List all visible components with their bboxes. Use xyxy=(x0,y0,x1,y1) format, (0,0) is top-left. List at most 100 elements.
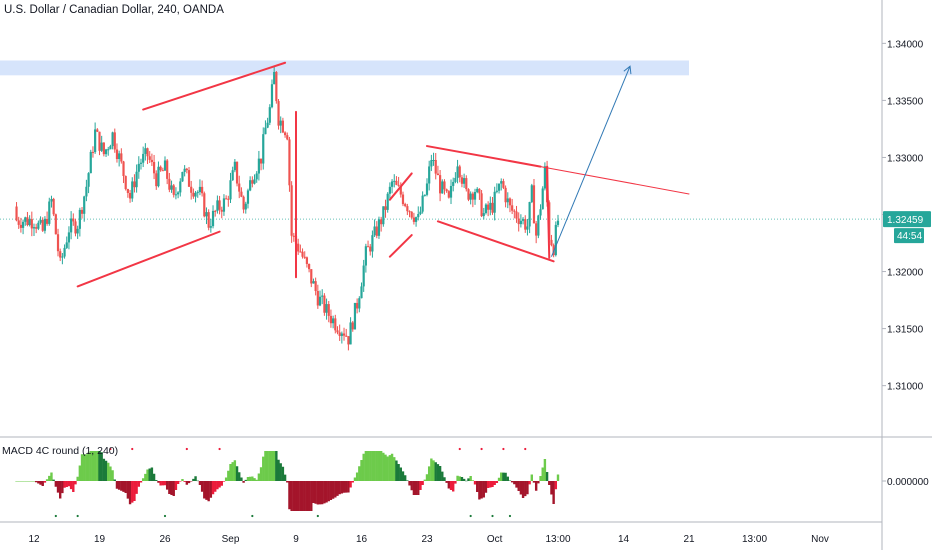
candle-body[interactable] xyxy=(277,101,280,126)
candle-body[interactable] xyxy=(216,200,219,211)
candle-body[interactable] xyxy=(63,247,66,257)
candle-body[interactable] xyxy=(131,181,134,199)
candle-body[interactable] xyxy=(364,246,367,266)
candle-body[interactable] xyxy=(229,180,232,200)
candle-body[interactable] xyxy=(172,185,175,195)
candle-body[interactable] xyxy=(395,180,398,185)
candle-body[interactable] xyxy=(279,120,282,126)
candle-body[interactable] xyxy=(406,206,409,212)
candle-body[interactable] xyxy=(358,298,361,309)
candle-body[interactable] xyxy=(382,206,385,225)
candle-body[interactable] xyxy=(390,181,394,187)
candle-body[interactable] xyxy=(222,198,226,212)
trendline[interactable] xyxy=(540,166,690,195)
candle-body[interactable] xyxy=(482,213,485,217)
candle-body[interactable] xyxy=(124,175,127,190)
candle-body[interactable] xyxy=(46,218,49,224)
candle-body[interactable] xyxy=(487,204,490,210)
candle-body[interactable] xyxy=(196,192,199,194)
candle-body[interactable] xyxy=(419,211,422,214)
candle-body[interactable] xyxy=(183,168,186,172)
candle-body[interactable] xyxy=(240,191,243,197)
candle-body[interactable] xyxy=(104,149,108,155)
candle-body[interactable] xyxy=(244,203,247,210)
candle-body[interactable] xyxy=(146,148,149,157)
candle-body[interactable] xyxy=(190,186,193,193)
candle-body[interactable] xyxy=(98,131,101,151)
candle-body[interactable] xyxy=(297,243,300,252)
candle-body[interactable] xyxy=(436,173,440,176)
candle-body[interactable] xyxy=(139,162,143,164)
candle-body[interactable] xyxy=(432,159,435,161)
candle-body[interactable] xyxy=(377,219,381,236)
candle-body[interactable] xyxy=(281,120,284,133)
candle-body[interactable] xyxy=(308,263,311,270)
candle-body[interactable] xyxy=(340,333,343,336)
candle-body[interactable] xyxy=(478,188,481,194)
candle-body[interactable] xyxy=(137,163,140,172)
candle-body[interactable] xyxy=(157,166,160,187)
resistance-zone[interactable] xyxy=(0,60,689,76)
candle-body[interactable] xyxy=(321,295,324,297)
trendline[interactable] xyxy=(388,172,413,201)
candle-body[interactable] xyxy=(543,166,546,189)
candle-body[interactable] xyxy=(61,256,64,258)
candle-body[interactable] xyxy=(185,168,188,171)
candle-body[interactable] xyxy=(312,281,315,284)
candle-body[interactable] xyxy=(500,181,503,184)
candle-body[interactable] xyxy=(371,235,374,252)
candle-body[interactable] xyxy=(323,295,326,313)
candle-body[interactable] xyxy=(443,181,446,190)
candle-body[interactable] xyxy=(249,180,252,191)
candle-body[interactable] xyxy=(142,153,145,163)
candle-body[interactable] xyxy=(275,71,278,102)
candle-body[interactable] xyxy=(530,185,533,203)
candle-body[interactable] xyxy=(150,159,153,163)
candle-body[interactable] xyxy=(290,185,293,236)
candle-body[interactable] xyxy=(144,148,147,154)
candle-body[interactable] xyxy=(211,210,215,227)
candle-body[interactable] xyxy=(17,220,20,225)
candle-body[interactable] xyxy=(102,142,105,155)
candle-body[interactable] xyxy=(334,318,337,331)
candle-body[interactable] xyxy=(325,304,328,313)
candle-body[interactable] xyxy=(336,330,339,333)
candle-body[interactable] xyxy=(434,159,437,174)
candle-body[interactable] xyxy=(67,232,71,243)
candle-body[interactable] xyxy=(231,170,234,181)
candle-body[interactable] xyxy=(266,122,269,128)
candle-body[interactable] xyxy=(445,189,448,192)
candle-body[interactable] xyxy=(85,186,88,197)
candle-body[interactable] xyxy=(113,132,116,150)
candle-body[interactable] xyxy=(87,173,90,187)
candle-body[interactable] xyxy=(179,181,182,193)
candle-body[interactable] xyxy=(342,333,346,336)
candle-body[interactable] xyxy=(201,186,204,194)
candle-body[interactable] xyxy=(369,246,372,252)
candle-body[interactable] xyxy=(414,217,418,222)
candle-body[interactable] xyxy=(192,192,195,197)
candle-body[interactable] xyxy=(515,211,518,219)
candle-body[interactable] xyxy=(70,218,73,233)
candle-body[interactable] xyxy=(449,185,453,198)
candle-body[interactable] xyxy=(259,158,263,164)
candle-body[interactable] xyxy=(375,226,378,236)
trendline[interactable] xyxy=(436,220,555,263)
candle-body[interactable] xyxy=(148,156,151,160)
candle-body[interactable] xyxy=(166,160,169,179)
candle-body[interactable] xyxy=(262,134,265,164)
candle-body[interactable] xyxy=(30,219,33,229)
candle-body[interactable] xyxy=(220,209,223,212)
candle-body[interactable] xyxy=(253,179,256,184)
trendline[interactable] xyxy=(388,234,413,258)
candle-body[interactable] xyxy=(205,212,208,217)
candle-body[interactable] xyxy=(493,191,496,213)
candle-body[interactable] xyxy=(83,196,86,214)
candle-body[interactable] xyxy=(517,218,520,225)
trendline[interactable] xyxy=(426,145,542,168)
candle-body[interactable] xyxy=(214,210,217,212)
candle-body[interactable] xyxy=(209,226,212,228)
candle-body[interactable] xyxy=(489,202,492,210)
candle-body[interactable] xyxy=(264,127,267,135)
